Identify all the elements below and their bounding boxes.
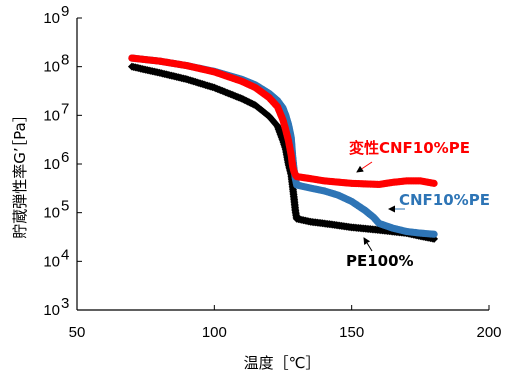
y-tick-label: 10 — [43, 10, 60, 27]
y-tick-exponent: 7 — [61, 100, 69, 117]
y-tick-exponent: 8 — [61, 52, 69, 69]
y-tick-label: 10 — [43, 156, 60, 173]
x-tick-label: 200 — [476, 324, 501, 341]
series-0 — [127, 62, 439, 243]
data-point — [430, 230, 438, 238]
series-2 — [128, 54, 438, 189]
annotation-label: CNF10%PE — [399, 191, 490, 209]
y-axis-title: 貯蔵弾性率G’［Pa］ — [11, 107, 29, 238]
data-point — [430, 179, 438, 187]
x-tick-label: 150 — [339, 324, 364, 341]
annotations: 変性CNF10%PE CNF10%PE PE100% — [346, 139, 490, 270]
x-axis-title: 温度［℃］ — [244, 354, 321, 372]
y-tick-label: 10 — [43, 253, 60, 270]
y-tick-label: 10 — [43, 205, 60, 222]
y-tick-label: 10 — [43, 59, 60, 76]
y-tick-exponent: 6 — [61, 149, 69, 166]
y-tick-label: 10 — [43, 302, 60, 319]
annotation-label: 変性CNF10%PE — [349, 139, 470, 157]
x-tick-label: 100 — [202, 324, 227, 341]
y-tick-exponent: 3 — [61, 295, 69, 312]
x-tick-label: 50 — [69, 324, 86, 341]
axes — [76, 17, 490, 311]
annotation-arrow — [356, 161, 373, 173]
y-tick-exponent: 5 — [61, 198, 69, 215]
y-tick-exponent: 4 — [61, 246, 69, 263]
y-tick-exponent: 9 — [61, 3, 69, 20]
annotation-label: PE100% — [346, 252, 414, 270]
data-series-layer — [127, 54, 439, 243]
annotation-arrow — [363, 237, 373, 252]
y-tick-label: 10 — [43, 107, 60, 124]
